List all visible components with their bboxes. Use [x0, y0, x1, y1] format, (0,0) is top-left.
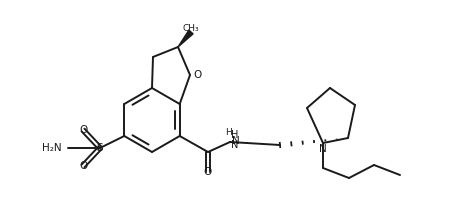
Text: H₂N: H₂N [43, 143, 62, 153]
Text: H: H [226, 128, 232, 137]
Text: O: O [79, 125, 87, 135]
Text: N: N [319, 144, 327, 154]
Text: S: S [96, 143, 103, 153]
Text: O: O [79, 161, 87, 171]
Text: N: N [232, 136, 240, 146]
Polygon shape [178, 30, 193, 47]
Text: O: O [204, 167, 212, 177]
Text: H
N: H N [231, 130, 238, 150]
Text: O: O [193, 70, 201, 80]
Text: CH₃: CH₃ [183, 24, 199, 33]
